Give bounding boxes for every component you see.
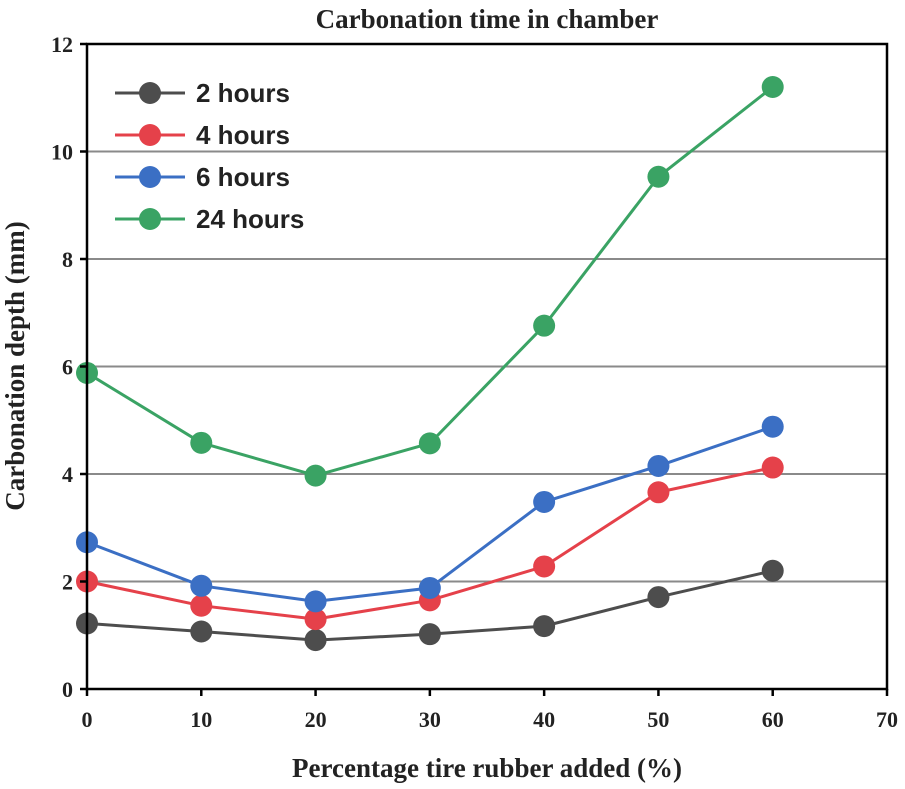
x-tick-label-60: 60 xyxy=(762,707,784,732)
data-point-4-hours-40 xyxy=(533,555,556,578)
y-tick-label-8: 8 xyxy=(62,247,73,272)
data-point-6-hours-30 xyxy=(418,576,441,599)
gridlines xyxy=(87,150,887,583)
legend-marker-4-hours xyxy=(139,124,161,146)
legend-label-6-hours: 6 hours xyxy=(196,162,290,192)
legend: 2 hours 4 hours 6 hours 24 hours xyxy=(115,78,304,234)
x-tick-label-10: 10 xyxy=(190,707,212,732)
x-tick-label-20: 20 xyxy=(305,707,327,732)
x-tick-label-70: 70 xyxy=(876,707,898,732)
legend-label-2-hours: 2 hours xyxy=(196,78,290,108)
data-point-6-hours-20 xyxy=(304,590,327,613)
data-point-4-hours-50 xyxy=(647,481,670,504)
series-layer xyxy=(76,76,784,652)
data-point-4-hours-20 xyxy=(304,608,327,631)
y-tick-label-6: 6 xyxy=(62,355,73,380)
x-tick-label-40: 40 xyxy=(533,707,555,732)
y-tick-label-4: 4 xyxy=(62,462,73,487)
y-tick-label-12: 12 xyxy=(51,32,73,57)
series-line-24-hours xyxy=(86,85,774,478)
data-point-24-hours-10 xyxy=(190,431,213,454)
data-point-24-hours-60 xyxy=(761,76,784,98)
data-point-2-hours-10 xyxy=(190,620,213,643)
x-axis-label: Percentage tire rubber added (%) xyxy=(292,753,682,783)
data-point-6-hours-50 xyxy=(647,454,670,477)
data-point-6-hours-10 xyxy=(190,574,213,597)
data-point-4-hours-60 xyxy=(761,456,784,479)
legend-label-24-hours: 24 hours xyxy=(196,204,304,234)
data-point-4-hours-10 xyxy=(190,594,213,617)
y-tick-label-0: 0 xyxy=(62,677,73,702)
data-point-2-hours-60 xyxy=(761,559,784,582)
axis-ticks: 0 2 4 6 8 10 12 0 10 20 30 40 50 60 70 xyxy=(51,32,898,732)
data-point-2-hours-20 xyxy=(304,629,327,652)
data-point-2-hours-40 xyxy=(533,615,556,638)
x-tick-label-30: 30 xyxy=(419,707,441,732)
data-point-6-hours-60 xyxy=(761,415,784,438)
data-point-2-hours-30 xyxy=(418,623,441,646)
y-tick-label-10: 10 xyxy=(51,140,73,165)
data-point-24-hours-20 xyxy=(304,464,327,487)
data-point-6-hours-40 xyxy=(533,490,556,513)
legend-label-4-hours: 4 hours xyxy=(196,120,290,150)
data-point-2-hours-50 xyxy=(647,586,670,609)
data-point-24-hours-40 xyxy=(533,314,556,337)
chart-title: Carbonation time in chamber xyxy=(316,4,659,34)
x-tick-label-50: 50 xyxy=(647,707,669,732)
y-tick-label-2: 2 xyxy=(62,570,73,595)
y-axis-label: Carbonation depth (mm) xyxy=(0,221,30,511)
data-point-24-hours-30 xyxy=(418,432,441,455)
legend-marker-2-hours xyxy=(139,82,161,104)
x-tick-label-0: 0 xyxy=(82,707,93,732)
legend-marker-6-hours xyxy=(139,166,161,188)
data-point-24-hours-50 xyxy=(647,165,670,188)
legend-marker-24-hours xyxy=(139,208,161,230)
